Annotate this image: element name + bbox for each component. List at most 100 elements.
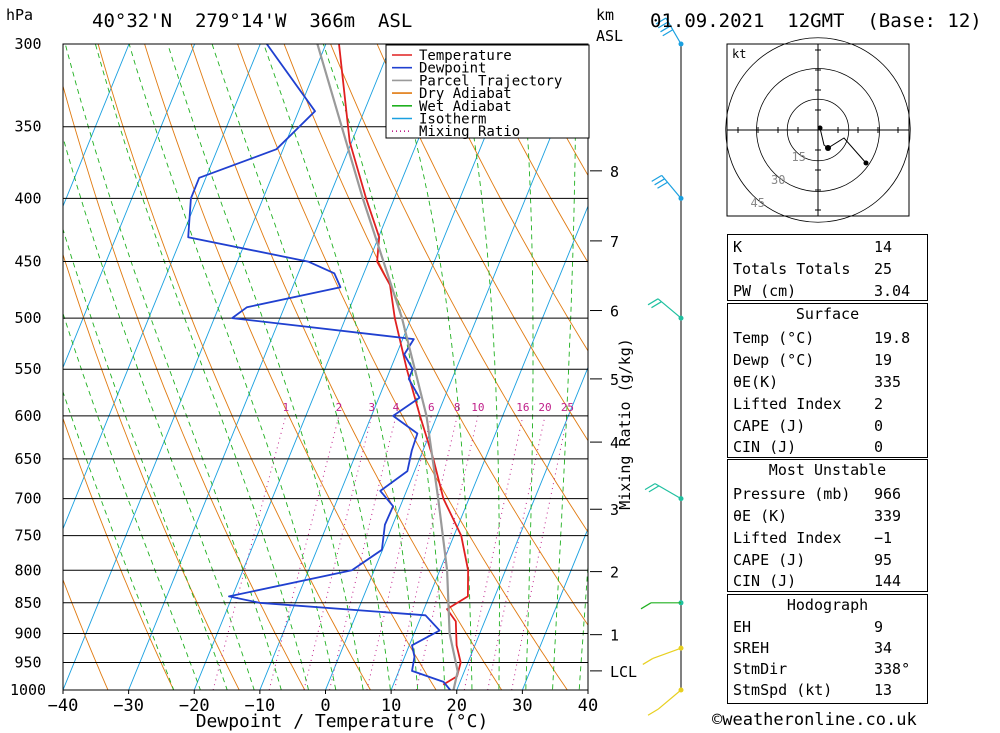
- hodo-row: StmSpd (kt) 13: [728, 680, 927, 702]
- wind-barb-flag: [657, 181, 668, 189]
- pressure-tick-label: 350: [14, 118, 41, 136]
- sounding-series: [187, 44, 470, 690]
- wind-barb-flag: [657, 21, 669, 29]
- hodo-row: SREH 34: [728, 638, 927, 660]
- mu-value: 966: [874, 485, 902, 503]
- dry-adiabat-line: [144, 44, 437, 690]
- legend-label: Temperature: [419, 48, 512, 64]
- height-tick-label: 2: [610, 564, 619, 582]
- surface-row: Dewp (°C) 19: [728, 350, 927, 372]
- asl-label: ASL: [596, 27, 623, 45]
- isotherm-line: [521, 527, 588, 690]
- wind-barb-staff: [657, 689, 682, 710]
- mixing-ratio-label: 6: [428, 401, 435, 414]
- wet-adiabat-line: [263, 44, 419, 690]
- legend-label: Dewpoint: [419, 61, 486, 77]
- surface-value: 2: [874, 395, 884, 413]
- pressure-axis: 300 350 400 450 500 550 600 650 700 750 800 850 900 9…: [10, 35, 46, 699]
- hodograph-point: [863, 160, 869, 166]
- pressure-unit-label: hPa: [6, 6, 33, 24]
- legend-box: [385, 44, 590, 139]
- mu-key: θE (K): [733, 507, 788, 525]
- wind-barb-flag: [660, 25, 671, 33]
- series-dewpoint: [187, 44, 451, 690]
- pressure-tick-label: 950: [14, 653, 41, 671]
- isotherm-line: [0, 7, 13, 716]
- mu-row: CIN (J) 144: [728, 571, 927, 593]
- wet-adiabat-line: [94, 44, 309, 690]
- hodo-value: 9: [874, 618, 884, 636]
- index-key: K: [733, 238, 743, 256]
- hodograph-ring-label: 30: [771, 173, 785, 187]
- x-axis-label: Dewpoint / Temperature (°C): [196, 711, 489, 732]
- background-lines: [0, 7, 588, 716]
- temperature-tick-label: −20: [179, 696, 210, 716]
- series-parcel-trajectory: [316, 44, 459, 690]
- temperature-tick-label: 40: [578, 696, 598, 716]
- wind-barb-flag: [651, 301, 662, 309]
- most-unstable-panel: Most Unstable Pressure (mb) 966 θE (K) 339…: [727, 459, 928, 592]
- index-key: PW (cm): [733, 282, 797, 300]
- index-row-k: K 14: [728, 237, 927, 259]
- surface-key: Dewp (°C): [733, 351, 815, 369]
- wind-profile: [640, 17, 684, 716]
- surface-key: CIN (J): [733, 438, 797, 456]
- hodograph-point: [817, 125, 823, 131]
- isotherm-line: [63, 44, 327, 690]
- hodograph: kt 15 30 45: [725, 37, 911, 223]
- surface-row: CAPE (J) 0: [728, 416, 927, 438]
- dry-adiabat-line: [330, 44, 588, 533]
- surface-key: CAPE (J): [733, 417, 806, 435]
- mu-row: CAPE (J) 95: [728, 550, 927, 572]
- hodograph-ring-label: 45: [751, 196, 765, 210]
- pressure-tick-label: 550: [14, 360, 41, 378]
- surface-panel: Surface Temp (°C) 19.8 Dewp (°C) 19 θE(K) 3…: [727, 303, 928, 458]
- index-value: 25: [874, 260, 893, 278]
- surface-value: 335: [874, 373, 902, 391]
- mu-value: 95: [874, 551, 893, 569]
- dry-adiabat-line: [376, 44, 588, 442]
- wind-barb-flag: [648, 485, 660, 493]
- legend-label: Dry Adiabat: [419, 86, 512, 102]
- surface-value: 19.8: [874, 329, 911, 347]
- wet-adiabat-line: [128, 44, 337, 690]
- wet-adiabat-line: [63, 227, 228, 690]
- mixing-ratio-label: 4: [393, 401, 400, 414]
- isotherm-line: [63, 44, 130, 208]
- wind-barb-staff: [652, 647, 682, 659]
- hodo-key: SREH: [733, 639, 770, 657]
- mixing-ratio-line: [212, 415, 287, 690]
- hodo-row: StmDir 338°: [728, 659, 927, 681]
- mu-row: Lifted Index −1: [728, 528, 927, 550]
- mixing-ratio-label: 10: [471, 401, 484, 414]
- pressure-tick-label: 750: [14, 527, 41, 545]
- wet-adiabat-line: [552, 44, 577, 690]
- surface-row: Lifted Index 2: [728, 394, 927, 416]
- mixing-ratio-line: [303, 415, 373, 690]
- temperature-tick-label: 20: [447, 696, 467, 716]
- index-row-totals: Totals Totals 25: [728, 259, 927, 281]
- wet-adiabat-line: [64, 44, 282, 690]
- hodograph-ring: [725, 37, 911, 223]
- height-tick-label: 7: [610, 233, 619, 251]
- hodograph-point: [825, 145, 831, 151]
- mu-key: CAPE (J): [733, 551, 806, 569]
- dry-adiabat-line: [97, 44, 372, 690]
- surface-value: 0: [874, 438, 884, 456]
- height-tick-label: LCL: [610, 663, 637, 681]
- hodo-value: 338°: [874, 660, 911, 678]
- height-tick-label: 4: [610, 434, 619, 452]
- surface-row: Temp (°C) 19.8: [728, 328, 927, 350]
- legend-label: Isotherm: [419, 112, 486, 128]
- wet-adiabat-line: [520, 44, 534, 690]
- dry-adiabat-line: [469, 44, 588, 264]
- wind-barb-staff: [654, 483, 682, 500]
- wind-barb-flag: [655, 17, 667, 25]
- surface-row: θE(K) 335: [728, 372, 927, 394]
- dry-adiabat-line: [283, 44, 588, 626]
- mixing-ratio-label: 3: [368, 401, 375, 414]
- site-credit[interactable]: ©weatheronline.co.uk: [712, 710, 917, 730]
- mu-row: θE (K) 339: [728, 506, 927, 528]
- height-tick-label: 8: [610, 163, 619, 181]
